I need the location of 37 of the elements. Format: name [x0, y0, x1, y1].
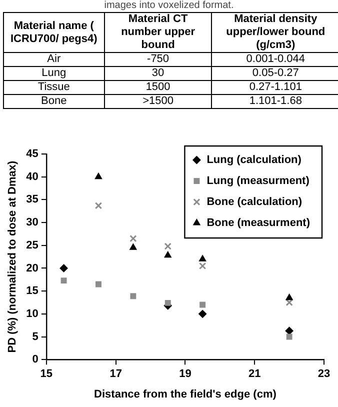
- x-tick-label: 15: [40, 368, 53, 380]
- legend-label: Lung (measurment): [206, 175, 310, 188]
- text: 1.101-1.68: [212, 94, 338, 108]
- y-tick-label: 40: [26, 170, 38, 183]
- text: Material CT number upper bound: [104, 12, 212, 52]
- text: -750: [104, 52, 212, 66]
- text: Bone: [4, 94, 104, 108]
- y-tick-label: 35: [26, 194, 38, 206]
- legend-label: Lung (calculation): [206, 154, 302, 166]
- y-tick-label: 10: [26, 308, 38, 320]
- text: images into voxelized format.: [103, 0, 235, 12]
- y-tick-label: 45: [26, 148, 38, 160]
- text: 1500: [104, 80, 212, 94]
- text: Lung: [4, 66, 104, 80]
- x-tick-label: 17: [110, 368, 122, 380]
- text: 30: [104, 66, 212, 80]
- y-tick-label: 30: [26, 216, 38, 229]
- y-tick-label: 5: [32, 330, 38, 343]
- x-axis-title: Distance from the field's edge (cm): [94, 388, 277, 400]
- y-tick-label: 25: [26, 239, 38, 252]
- text: Material name ( ICRU700/ pegs4): [4, 12, 104, 52]
- text: 0.001-0.044: [212, 52, 338, 66]
- text: 0.27-1.101: [212, 80, 338, 94]
- x-tick-label: 19: [179, 368, 192, 380]
- text: Tissue: [4, 80, 104, 94]
- y-tick-label: 20: [26, 262, 38, 274]
- x-tick-label: 23: [318, 368, 330, 380]
- x-tick-label: 21: [248, 368, 261, 380]
- legend-label: Bone (calculation): [206, 196, 302, 208]
- text: Air: [4, 52, 104, 66]
- text: Material density upper/lower bound (g/cm3): [212, 12, 338, 52]
- y-axis-title: PD (%) (normalized to dose at Dmax): [6, 160, 19, 353]
- text: >1500: [104, 94, 212, 108]
- y-tick-label: 15: [26, 285, 38, 298]
- y-tick-label: 0: [32, 354, 38, 366]
- text: 0.05-0.27: [212, 66, 338, 80]
- legend-label: Bone (measurment): [206, 217, 310, 230]
